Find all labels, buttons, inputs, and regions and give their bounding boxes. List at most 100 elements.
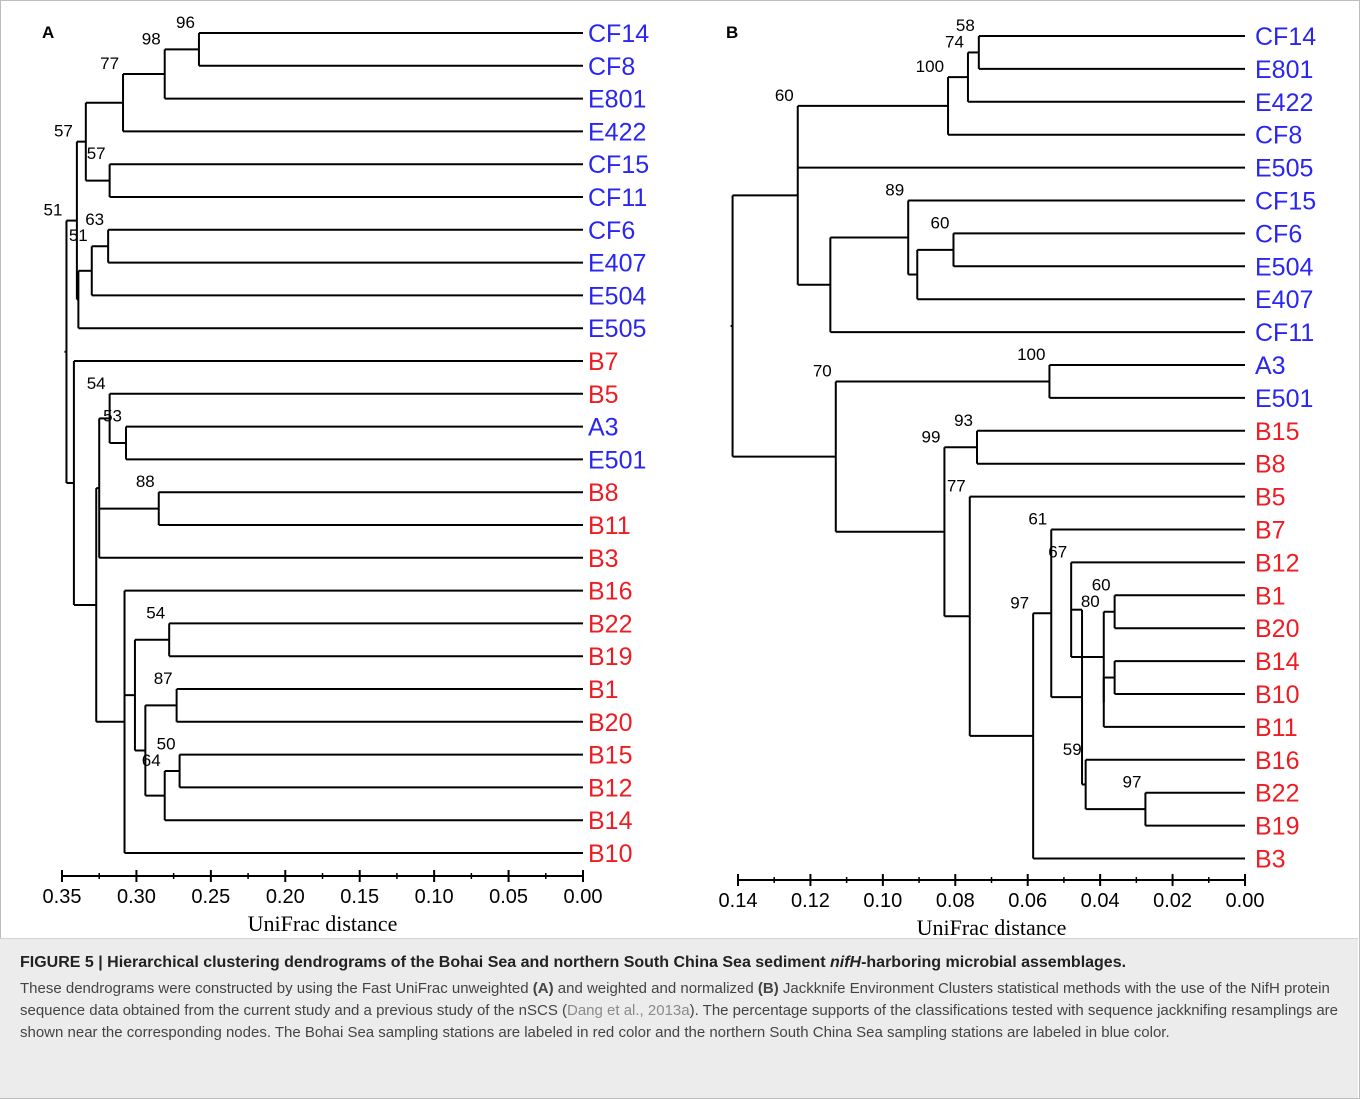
leaf-label: CF15: [588, 151, 649, 179]
support-value: 57: [87, 144, 106, 163]
leaf-label: CF8: [588, 53, 635, 81]
x-axis-tick-label: 0.10: [863, 890, 902, 912]
leaf-label: B11: [588, 512, 631, 540]
panel-b-dendrogram: B 58741006089601009360806797596197779970C…: [719, 16, 1317, 938]
x-axis-tick-label: 0.05: [489, 886, 528, 908]
support-value: 51: [69, 226, 88, 245]
support-value: 50: [157, 735, 176, 754]
leaf-label: E407: [588, 250, 646, 278]
leaf-label: E422: [588, 118, 646, 146]
leaf-label: B8: [588, 479, 619, 507]
leaf-label: B5: [588, 381, 619, 409]
x-axis-label: UniFrac distance: [917, 915, 1067, 938]
leaf-label: B12: [588, 774, 632, 802]
x-axis-tick-label: 0.35: [43, 886, 82, 908]
support-value: 63: [85, 210, 104, 229]
caption-ref-a: (A): [532, 980, 554, 997]
leaf-label: B20: [1255, 615, 1299, 643]
support-value: 64: [142, 751, 161, 770]
leaf-label: B19: [588, 643, 632, 671]
x-axis-tick-label: 0.02: [1153, 890, 1192, 912]
caption-ref-b: (B): [757, 980, 779, 997]
leaf-label: CF11: [588, 184, 647, 212]
support-value: 80: [1081, 592, 1100, 611]
x-axis-tick-label: 0.20: [266, 886, 305, 908]
support-value: 77: [100, 54, 119, 73]
support-value: 87: [154, 669, 173, 688]
support-value: 99: [921, 427, 940, 446]
leaf-label: B16: [588, 578, 632, 606]
support-value: 51: [44, 201, 63, 220]
leaf-label: B22: [1255, 780, 1299, 808]
leaf-label: E501: [588, 446, 646, 474]
support-value: 89: [885, 181, 904, 200]
leaf-label: CF8: [1255, 122, 1302, 150]
caption-box: [0, 938, 1358, 1098]
support-value: 53: [103, 407, 122, 426]
support-value: 60: [775, 86, 794, 105]
leaf-label: B14: [1255, 648, 1300, 676]
support-value: 97: [1010, 593, 1029, 612]
leaf-label: B10: [1255, 681, 1299, 709]
support-value: 93: [954, 411, 973, 430]
leaf-label: A3: [588, 414, 619, 442]
support-value: 58: [956, 16, 975, 35]
panel-a-dendrogram: A969877576351575354885487506451CF14CF8E8…: [42, 13, 649, 936]
leaf-label: B5: [1255, 484, 1286, 512]
leaf-label: B16: [1255, 747, 1299, 775]
figure-caption-title: FIGURE 5 | Hierarchical clustering dendr…: [20, 954, 1127, 971]
x-axis-tick-label: 0.15: [340, 886, 379, 908]
x-axis-tick-label: 0.00: [564, 886, 603, 908]
leaf-label: B3: [588, 545, 619, 573]
caption-gene-name: nifH: [829, 954, 862, 971]
leaf-label: CF6: [1255, 220, 1302, 248]
x-axis-tick-label: 0.00: [1226, 890, 1265, 912]
panel-letter: B: [726, 23, 738, 42]
support-value: 97: [1122, 773, 1141, 792]
leaf-label: E407: [1255, 286, 1313, 314]
leaf-label: CF15: [1255, 188, 1316, 216]
leaf-label: E504: [1255, 253, 1313, 281]
leaf-label: B7: [1255, 517, 1286, 545]
leaf-label: B12: [1255, 549, 1299, 577]
leaf-label: B1: [588, 676, 619, 704]
leaf-label: B11: [1255, 714, 1298, 742]
x-axis-tick-label: 0.08: [936, 890, 975, 912]
leaf-label: A3: [1255, 352, 1286, 380]
leaf-label: E504: [588, 282, 646, 310]
support-value: 59: [1063, 740, 1082, 759]
leaf-label: E801: [588, 86, 646, 114]
x-axis-tick-label: 0.10: [415, 886, 454, 908]
leaf-label: B7: [588, 348, 619, 376]
support-value: 70: [813, 361, 832, 380]
leaf-label: CF6: [588, 217, 635, 245]
support-value: 60: [1092, 575, 1111, 594]
leaf-label: E505: [588, 315, 646, 343]
leaf-label: E505: [1255, 155, 1313, 183]
leaf-label: E801: [1255, 56, 1313, 84]
leaf-label: B8: [1255, 451, 1286, 479]
support-value: 61: [1028, 510, 1047, 529]
citation-link[interactable]: Dang et al., 2013a: [567, 1002, 690, 1019]
x-axis-tick-label: 0.12: [791, 890, 830, 912]
support-value: 54: [87, 374, 106, 393]
leaf-label: B15: [588, 742, 632, 770]
support-value: 88: [136, 472, 155, 491]
x-axis-tick-label: 0.06: [1008, 890, 1047, 912]
leaf-label: CF14: [1255, 23, 1316, 51]
leaf-label: CF14: [588, 20, 649, 48]
support-value: 74: [945, 32, 964, 51]
leaf-label: B10: [588, 840, 632, 868]
leaf-label: E501: [1255, 385, 1313, 413]
support-value: 57: [54, 122, 73, 141]
leaf-label: B14: [588, 807, 633, 835]
x-axis-tick-label: 0.04: [1081, 890, 1120, 912]
x-axis-tick-label: 0.30: [117, 886, 156, 908]
leaf-label: B22: [588, 610, 632, 638]
support-value: 98: [142, 29, 161, 48]
support-value: 96: [176, 13, 195, 32]
support-value: 60: [931, 213, 950, 232]
leaf-label: CF11: [1255, 319, 1314, 347]
leaf-label: E422: [1255, 89, 1313, 117]
